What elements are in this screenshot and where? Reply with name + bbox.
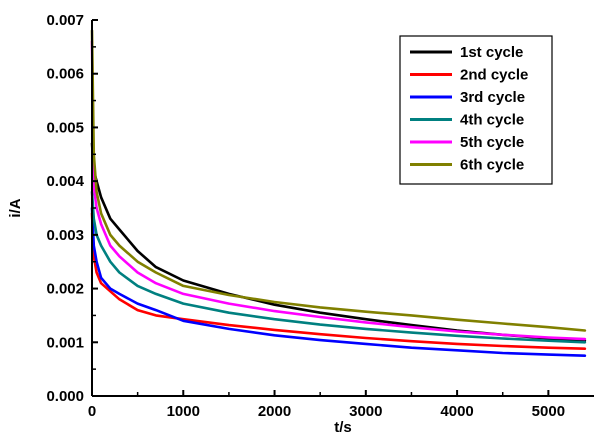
legend: 1st cycle 2nd cycle 3rd cycle 4th cycle 5th … xyxy=(399,35,553,185)
legend-label: 2nd cycle xyxy=(460,67,528,84)
legend-box xyxy=(399,35,553,185)
legend-label: 3rd cycle xyxy=(460,89,525,106)
legend-label: 4th cycle xyxy=(460,112,524,129)
series-line-2 xyxy=(90,212,587,351)
series-line-6 xyxy=(90,29,587,332)
y-tick-label: 0.000 xyxy=(46,388,84,405)
x-tick-label: 0 xyxy=(88,403,96,420)
y-tick-label: 0.001 xyxy=(46,334,84,351)
series-layer xyxy=(90,29,587,358)
x-tick-label: 1000 xyxy=(167,403,200,420)
x-tick-label: 4000 xyxy=(440,403,473,420)
y-tick-label: 0.005 xyxy=(46,119,84,136)
legend-label: 6th cycle xyxy=(460,157,524,174)
y-tick-label: 0.006 xyxy=(46,66,84,83)
y-tick-label: 0.004 xyxy=(46,173,84,190)
y-tick-label: 0.007 xyxy=(46,12,84,29)
y-tick-label: 0.003 xyxy=(46,227,84,244)
legend-label: 5th cycle xyxy=(460,134,524,151)
series-line-3 xyxy=(90,206,587,358)
legend-label: 1st cycle xyxy=(460,44,523,61)
x-tick-label: 2000 xyxy=(258,403,291,420)
x-tick-label: 3000 xyxy=(349,403,382,420)
axes-layer: 0.000 0.001 0.002 0.003 0.004 0.005 0.006 0.007… xyxy=(46,12,594,420)
x-axis-title: t/s xyxy=(334,419,352,436)
series-line-5 xyxy=(90,40,587,341)
y-axis-title: i/A xyxy=(7,198,24,217)
y-tick-label: 0.002 xyxy=(46,281,84,298)
x-tick-label: 5000 xyxy=(532,403,565,420)
series-line-4 xyxy=(90,190,587,344)
